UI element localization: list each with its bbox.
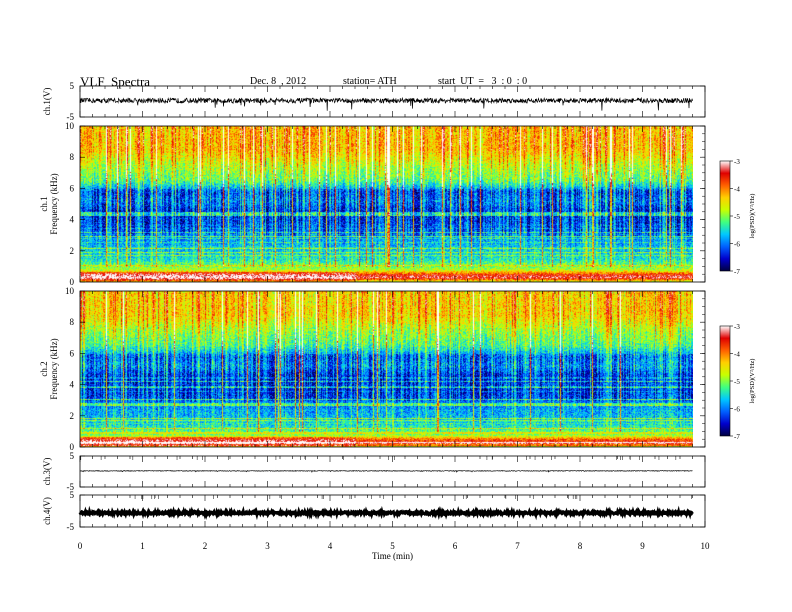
y-axis-label: ch.1(V) bbox=[42, 88, 52, 116]
waveform-trace bbox=[78, 505, 694, 521]
y-axis-label-line: Frequency (kHz) bbox=[49, 173, 59, 234]
colorbar-tick-label: -3 bbox=[734, 158, 740, 166]
x-tick-label: 4 bbox=[328, 541, 333, 551]
y-axis-label: ch.3(V) bbox=[42, 458, 52, 486]
x-tick-label: 3 bbox=[265, 541, 270, 551]
y-axis-label-line: ch.1(V) bbox=[42, 88, 52, 116]
y-tick-label: 10 bbox=[65, 286, 75, 296]
y-tick-label: 8 bbox=[70, 317, 75, 327]
y-tick-label: 6 bbox=[70, 348, 75, 358]
ch2-spectrogram-panel: 0 2 4 6 8 10 ch.2Frequency (kHz) -3 -4 -5 -6 -7 log(… bbox=[39, 286, 756, 452]
y-tick-label: 4 bbox=[70, 380, 75, 390]
y-tick-label: -5 bbox=[67, 522, 75, 532]
colorbar-tick-label: -3 bbox=[734, 323, 740, 331]
spectrogram-image bbox=[80, 126, 693, 282]
y-tick-label: -5 bbox=[67, 112, 75, 122]
colorbar-tick-label: -4 bbox=[734, 186, 740, 194]
y-tick-label: 10 bbox=[65, 121, 75, 131]
x-tick-label: 1 bbox=[140, 541, 145, 551]
y-tick-label: 8 bbox=[70, 152, 75, 162]
x-tick-label: 10 bbox=[701, 541, 711, 551]
colorbar-tick-label: -6 bbox=[734, 406, 740, 414]
x-tick-label: 6 bbox=[453, 541, 458, 551]
colorbar-tick-label: -5 bbox=[734, 378, 740, 386]
ch1-waveform-panel: 5 -5 ch.1(V) bbox=[42, 81, 706, 122]
ch3-waveform-panel: 5 -5 ch.3(V) bbox=[42, 451, 706, 492]
waveform-trace bbox=[79, 96, 693, 111]
plot-title: VLF Spectra bbox=[80, 74, 151, 89]
x-tick-label: 8 bbox=[578, 541, 583, 551]
y-axis-label-line: ch.2 bbox=[39, 361, 49, 376]
y-axis-label-line: Frequency (kHz) bbox=[49, 338, 59, 399]
x-axis-label: Time (min) bbox=[372, 551, 413, 561]
colorbar-tick-label: -5 bbox=[734, 213, 740, 221]
y-axis-label-line: ch.3(V) bbox=[42, 458, 52, 486]
date-label: Dec. 8 , 2012 bbox=[250, 76, 307, 87]
colorbar-tick-label: -7 bbox=[734, 268, 740, 276]
x-tick-label: 0 bbox=[78, 541, 83, 551]
x-tick-label: 9 bbox=[640, 541, 645, 551]
colorbar bbox=[719, 160, 731, 272]
y-axis-label-line: ch.1 bbox=[39, 196, 49, 211]
y-tick-label: 5 bbox=[70, 451, 75, 461]
y-tick-label: -5 bbox=[67, 482, 75, 492]
y-tick-label: 5 bbox=[70, 81, 75, 91]
colorbar-label: log(PSD)(V²/Hz) bbox=[749, 194, 756, 239]
waveform-trace bbox=[79, 469, 693, 473]
start-time-label: start UT = 3 : 0 : 0 bbox=[438, 76, 528, 87]
x-axis: 0 1 2 3 4 5 6 7 8 9 10 Time (min) bbox=[78, 541, 710, 561]
colorbar-tick-label: -4 bbox=[734, 351, 740, 359]
y-tick-label: 0 bbox=[70, 442, 75, 452]
ch4-waveform-panel: 5 -5 ch.4(V) bbox=[42, 490, 706, 532]
y-tick-label: 2 bbox=[70, 411, 75, 421]
y-axis-label: ch.2Frequency (kHz) bbox=[39, 338, 59, 399]
y-tick-label: 6 bbox=[70, 183, 75, 193]
colorbar-tick-label: -6 bbox=[734, 241, 740, 249]
colorbar-tick-label: -7 bbox=[734, 433, 740, 441]
x-tick-label: 5 bbox=[390, 541, 395, 551]
y-tick-label: 0 bbox=[70, 277, 75, 287]
spectrogram-image bbox=[80, 291, 693, 447]
x-tick-label: 2 bbox=[203, 541, 208, 551]
y-tick-label: 2 bbox=[70, 246, 75, 256]
y-axis-label-line: ch.4(V) bbox=[42, 497, 52, 525]
x-tick-label: 7 bbox=[515, 541, 520, 551]
colorbar bbox=[719, 325, 731, 437]
y-tick-label: 4 bbox=[70, 215, 75, 225]
y-tick-label: 5 bbox=[70, 490, 75, 500]
y-axis-label: ch.1Frequency (kHz) bbox=[39, 173, 59, 234]
colorbar-label: log(PSD)(V²/Hz) bbox=[749, 359, 756, 404]
ch1-spectrogram-panel: 0 2 4 6 8 10 ch.1Frequency (kHz) -3 -4 -5 -6 -7 log(… bbox=[39, 121, 756, 287]
station-label: station= ATH bbox=[343, 76, 397, 87]
y-axis-label: ch.4(V) bbox=[42, 497, 52, 525]
